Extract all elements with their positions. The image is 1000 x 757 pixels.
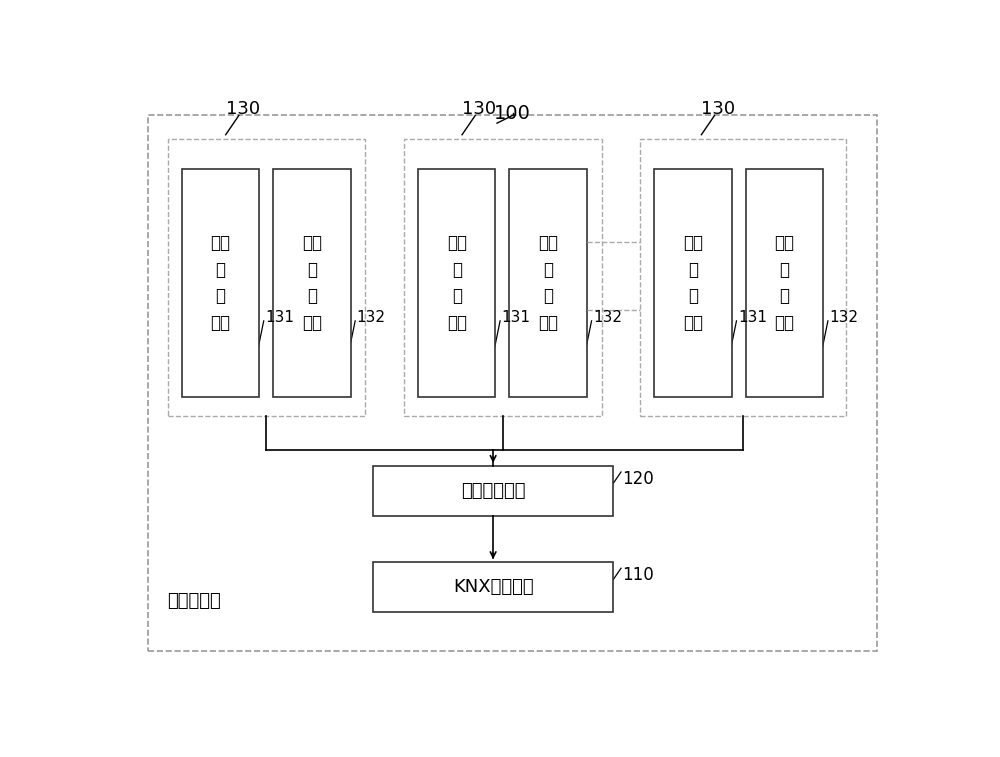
Text: 132: 132 bbox=[829, 310, 858, 325]
Text: 逻辑控制单元: 逻辑控制单元 bbox=[461, 482, 525, 500]
Bar bbox=[509, 170, 587, 397]
Bar bbox=[418, 170, 495, 397]
Text: 开关
控
制
单元: 开关 控 制 单元 bbox=[683, 235, 703, 332]
Bar bbox=[404, 139, 602, 416]
Text: 131: 131 bbox=[265, 310, 294, 325]
Text: 130: 130 bbox=[226, 101, 260, 118]
Bar bbox=[373, 562, 613, 612]
Bar bbox=[746, 170, 823, 397]
Text: 130: 130 bbox=[701, 101, 735, 118]
Text: 电能
检
测
单元: 电能 检 测 单元 bbox=[302, 235, 322, 332]
Text: 开关执行器: 开关执行器 bbox=[168, 591, 221, 609]
Text: 130: 130 bbox=[462, 101, 496, 118]
Text: 电能
检
测
单元: 电能 检 测 单元 bbox=[538, 235, 558, 332]
Text: 电能
检
测
单元: 电能 检 测 单元 bbox=[775, 235, 795, 332]
Text: 131: 131 bbox=[738, 310, 767, 325]
Text: 131: 131 bbox=[502, 310, 531, 325]
Text: 开关
控
制
单元: 开关 控 制 单元 bbox=[447, 235, 467, 332]
Text: 100: 100 bbox=[494, 104, 531, 123]
Text: 132: 132 bbox=[593, 310, 622, 325]
Bar bbox=[168, 139, 365, 416]
Text: 开关
控
制
单元: 开关 控 制 单元 bbox=[210, 235, 230, 332]
Text: 110: 110 bbox=[623, 566, 654, 584]
Bar bbox=[373, 466, 613, 516]
Bar bbox=[273, 170, 351, 397]
Bar bbox=[182, 170, 259, 397]
Bar bbox=[654, 170, 732, 397]
Text: 132: 132 bbox=[357, 310, 386, 325]
Text: KNX通信单元: KNX通信单元 bbox=[453, 578, 533, 596]
Bar bbox=[640, 139, 846, 416]
Text: 120: 120 bbox=[623, 469, 654, 488]
